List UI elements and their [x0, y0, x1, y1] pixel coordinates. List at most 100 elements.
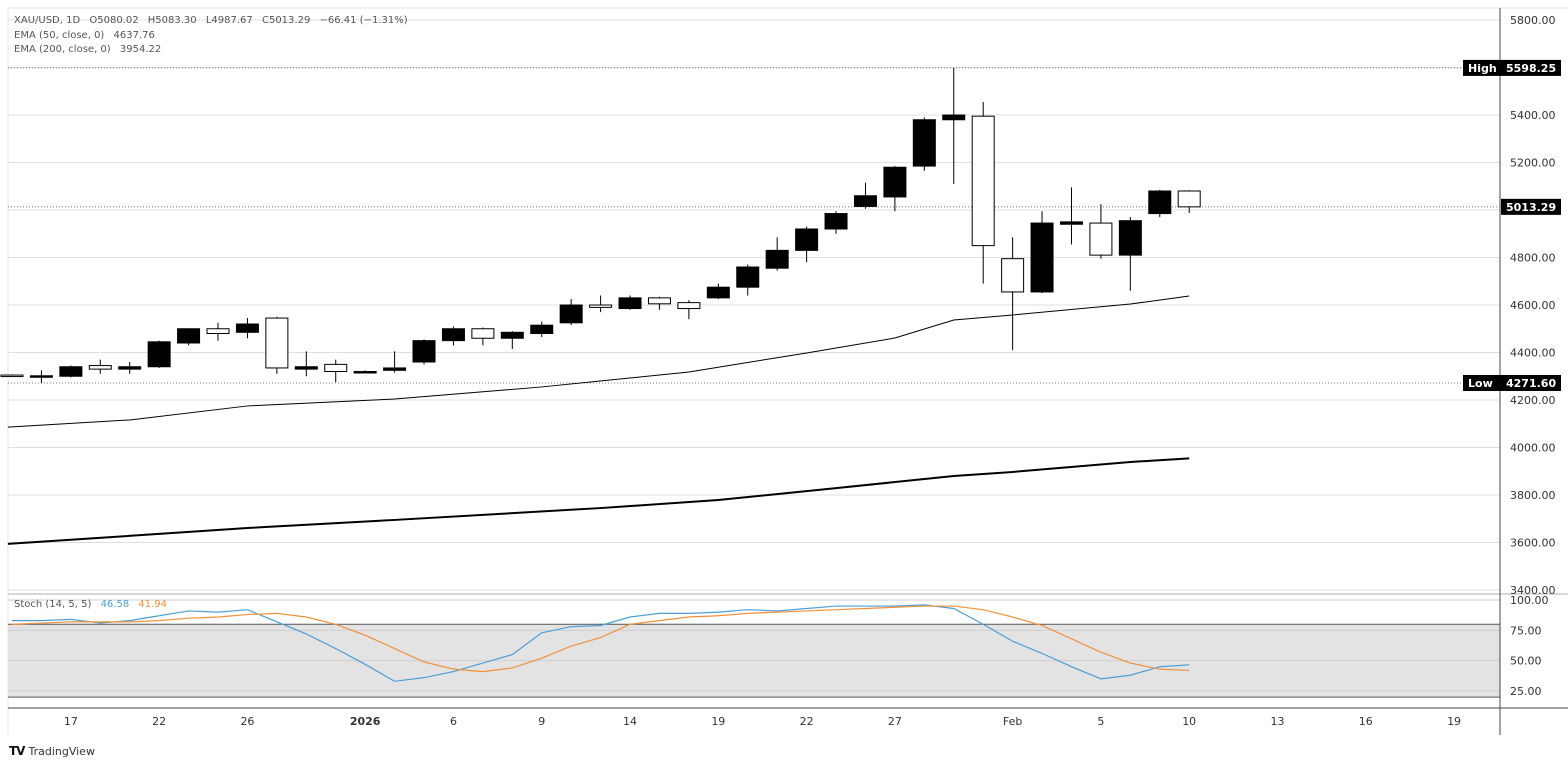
candle-body[interactable]: [177, 328, 201, 344]
candle-body[interactable]: [147, 341, 171, 368]
candle-body[interactable]: [618, 297, 642, 310]
candle-body[interactable]: [1030, 222, 1054, 293]
candle-body[interactable]: [1001, 258, 1025, 293]
candle-body[interactable]: [530, 324, 554, 334]
price-tick-label: 5400.00: [1510, 109, 1556, 122]
candle-body[interactable]: [353, 371, 377, 374]
last-tag-value: 5013.29: [1506, 201, 1556, 214]
stoch-k-value: 46.58: [100, 599, 130, 610]
price-tick-label: 4200.00: [1510, 394, 1556, 407]
time-tick-label: 22: [800, 715, 814, 728]
low-tag-label: Low: [1468, 377, 1493, 390]
stoch-k-line: [12, 604, 1190, 682]
price-tick-label: 4600.00: [1510, 299, 1556, 312]
candle-body[interactable]: [824, 213, 848, 230]
symbol-label: XAU/USD, 1D: [14, 15, 81, 26]
candle-body[interactable]: [1118, 220, 1142, 256]
ema50-label: EMA (50, close, 0): [14, 30, 105, 41]
candle-body[interactable]: [765, 249, 789, 269]
candle-body[interactable]: [942, 114, 966, 121]
candle-body[interactable]: [118, 366, 142, 370]
close-value: C5013.29: [261, 15, 311, 26]
stoch-legend: Stoch (14, 5, 5) 46.58 41.94: [14, 599, 173, 610]
time-tick-label: 6: [450, 715, 457, 728]
candle-body[interactable]: [1059, 221, 1083, 225]
stoch-tick-label: 100.00: [1510, 594, 1549, 607]
candle-body[interactable]: [471, 328, 495, 339]
logo-text: TradingView: [28, 744, 95, 758]
stoch-d-value: 41.94: [138, 599, 168, 610]
ema200-line: [7, 457, 1190, 545]
time-tick-label: 19: [1447, 715, 1461, 728]
candle-body[interactable]: [883, 166, 907, 198]
candle-body[interactable]: [1148, 190, 1172, 215]
candle-body[interactable]: [265, 317, 289, 369]
tradingview-logo-icon: TV: [9, 744, 26, 758]
stoch-tick-label: 75.00: [1510, 624, 1542, 637]
candle-body[interactable]: [441, 328, 465, 342]
candle-body[interactable]: [677, 302, 701, 310]
candle-body[interactable]: [88, 365, 112, 370]
time-tick-label: 13: [1270, 715, 1284, 728]
high-tag-label: High: [1468, 62, 1497, 75]
candle-body[interactable]: [29, 375, 53, 378]
symbol-legend: XAU/USD, 1D O5080.02 H5083.30 L4987.67 C…: [14, 15, 414, 26]
candle-body[interactable]: [559, 304, 583, 324]
price-tick-label: 5200.00: [1510, 157, 1556, 170]
ema50-value: 4637.76: [113, 30, 155, 41]
time-tick-label: 17: [64, 715, 78, 728]
candle-body[interactable]: [1177, 190, 1201, 208]
price-tick-label: 3400.00: [1510, 584, 1556, 597]
candle-body[interactable]: [1089, 222, 1113, 256]
low-tag-value: 4271.60: [1506, 377, 1556, 390]
candle-body[interactable]: [412, 340, 436, 363]
candle-body[interactable]: [500, 331, 524, 339]
candle-body[interactable]: [235, 323, 259, 333]
candle-body[interactable]: [736, 266, 760, 288]
stoch-d-line: [11, 605, 1190, 673]
low-value: L4987.67: [205, 15, 253, 26]
time-tick-label: Feb: [1003, 715, 1022, 728]
time-tick-label: 2026: [350, 715, 381, 728]
price-tick-label: 5800.00: [1510, 14, 1556, 27]
time-tick-label: 19: [711, 715, 725, 728]
candle-body[interactable]: [912, 119, 936, 167]
candle-body[interactable]: [0, 374, 24, 378]
price-tick-label: 3800.00: [1510, 489, 1556, 502]
high-tag-value: 5598.25: [1506, 62, 1556, 75]
candle-body[interactable]: [706, 286, 730, 299]
price-tick-label: 4000.00: [1510, 442, 1556, 455]
candle-body[interactable]: [971, 115, 995, 247]
candle-body[interactable]: [206, 328, 230, 334]
time-tick-label: 14: [623, 715, 637, 728]
candle-body[interactable]: [324, 363, 348, 372]
stoch-tick-label: 25.00: [1510, 685, 1542, 698]
time-tick-label: 16: [1359, 715, 1373, 728]
low-tag: [1463, 374, 1561, 391]
stoch-label: Stoch (14, 5, 5): [14, 599, 92, 610]
ema200-value: 3954.22: [119, 44, 162, 55]
price-tick-label: 4800.00: [1510, 252, 1556, 265]
time-tick-label: 5: [1097, 715, 1104, 728]
time-tick-label: 10: [1182, 715, 1196, 728]
ema200-label: EMA (200, close, 0): [14, 44, 111, 55]
candle-body[interactable]: [795, 228, 819, 251]
high-tag: [1463, 59, 1561, 76]
tradingview-logo[interactable]: TV TradingView: [9, 744, 95, 758]
time-tick-label: 27: [888, 715, 902, 728]
time-tick-label: 22: [152, 715, 166, 728]
candle-body[interactable]: [589, 304, 613, 308]
time-tick-label: 9: [538, 715, 545, 728]
change-value: −66.41 (−1.31%): [319, 15, 408, 26]
candle-body[interactable]: [59, 366, 83, 377]
last-tag: [1501, 198, 1561, 215]
stoch-tick-label: 50.00: [1510, 655, 1542, 668]
high-value: H5083.30: [147, 15, 197, 26]
candle-body[interactable]: [647, 297, 671, 305]
candle-body[interactable]: [853, 195, 877, 207]
open-value: O5080.02: [89, 15, 139, 26]
candle-body[interactable]: [383, 367, 407, 371]
candle-body[interactable]: [294, 366, 318, 370]
